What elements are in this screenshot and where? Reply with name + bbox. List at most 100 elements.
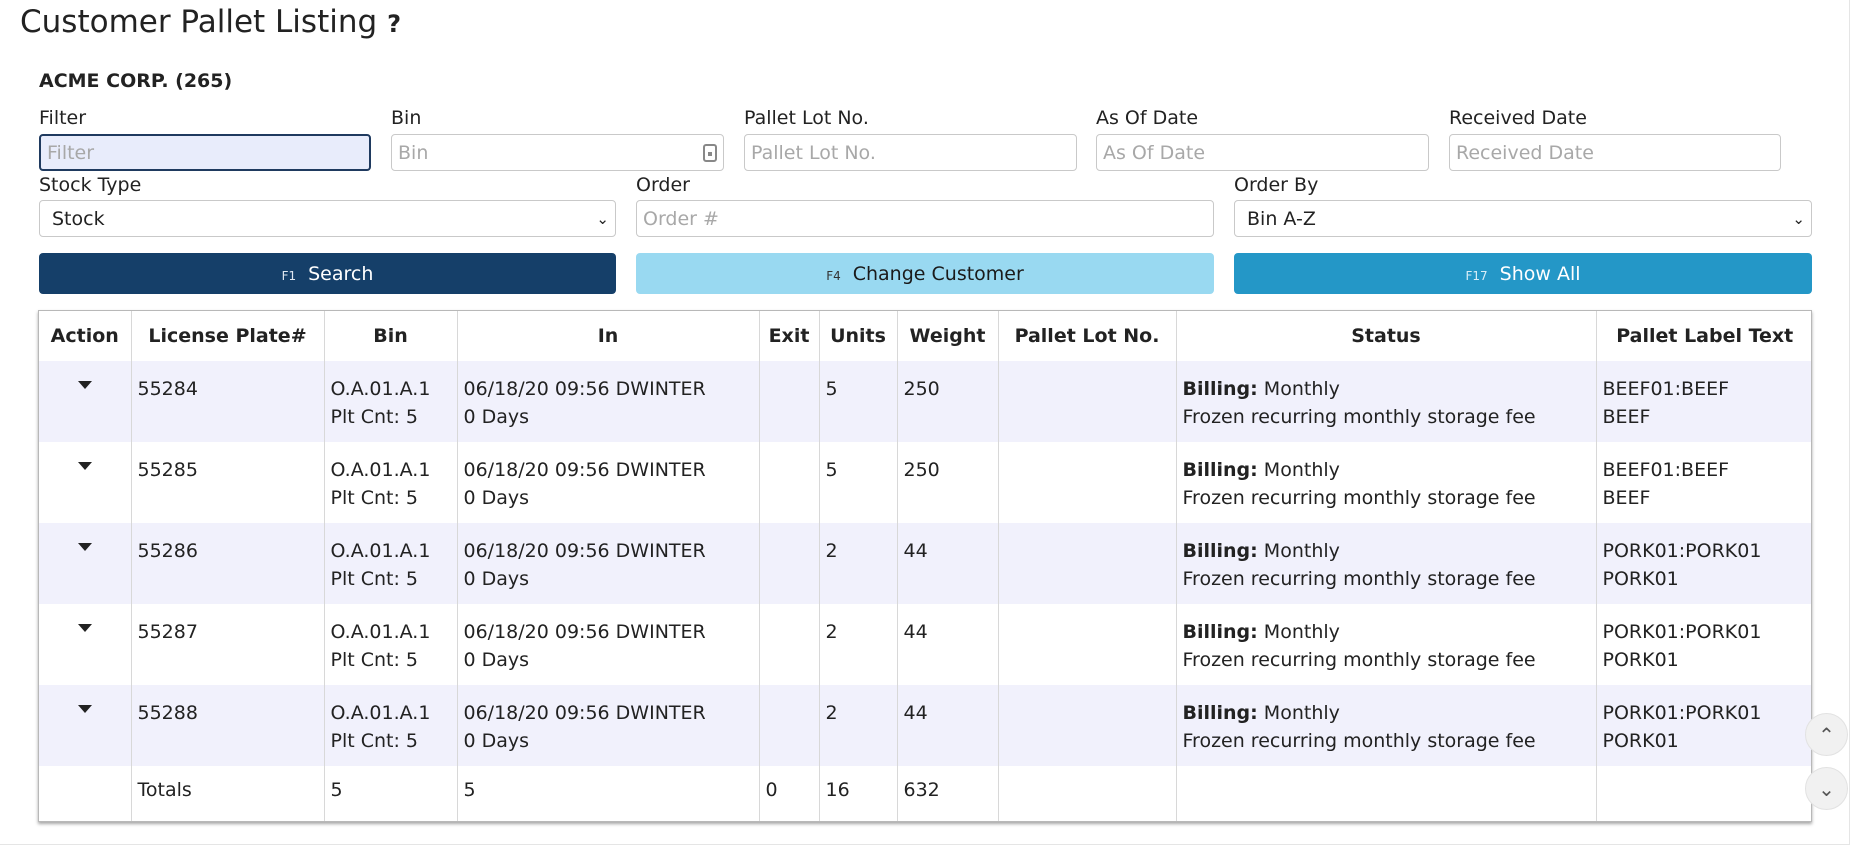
stock-type-select[interactable]: Stock ⌄: [39, 200, 616, 237]
lookup-icon[interactable]: [703, 144, 717, 162]
column-header-units[interactable]: Units: [819, 311, 898, 361]
table-row[interactable]: 55284 O.A.01.A.1 Plt Cnt: 5 06/18/20 09:5…: [39, 361, 1811, 442]
search-button[interactable]: F1 Search: [39, 253, 616, 294]
exit-cell: [759, 685, 820, 766]
column-header-exit[interactable]: Exit: [759, 311, 820, 361]
help-icon[interactable]: ?: [387, 10, 402, 38]
page-title: Customer Pallet Listing: [20, 4, 378, 40]
received-date-input[interactable]: [1449, 134, 1781, 171]
pallet-label-cell: PORK01:PORK01 PORK01: [1596, 604, 1811, 685]
caret-down-icon[interactable]: [77, 381, 92, 389]
units-cell: 2: [819, 685, 898, 766]
change-customer-button-label: Change Customer: [852, 262, 1024, 285]
show-all-key-hint: F17: [1465, 268, 1488, 283]
weight-cell: 44: [897, 685, 999, 766]
days-value: 0 Days: [463, 406, 530, 428]
totals-pallet-label: [1596, 766, 1811, 821]
license-plate-cell: 55285: [131, 442, 325, 523]
column-header-status[interactable]: Status: [1176, 311, 1597, 361]
weight-cell: 44: [897, 604, 999, 685]
weight-cell: 44: [897, 523, 999, 604]
in-cell: 06/18/20 09:56 DWINTER 0 Days: [457, 523, 760, 604]
in-value: 06/18/20 09:56 DWINTER: [463, 540, 706, 562]
bin-cell: O.A.01.A.1 Plt Cnt: 5: [324, 361, 458, 442]
bin-value: O.A.01.A.1: [330, 459, 431, 481]
change-customer-button[interactable]: F4 Change Customer: [636, 253, 1214, 294]
bin-cell: O.A.01.A.1 Plt Cnt: 5: [324, 523, 458, 604]
billing-line: Billing: Monthly: [1183, 618, 1590, 646]
pallet-lot-cell: [998, 685, 1177, 766]
pallet-lot-cell: [998, 523, 1177, 604]
units-cell: 2: [819, 523, 898, 604]
chevron-down-icon: ⌄: [1818, 776, 1835, 801]
filter-label: Filter: [39, 107, 87, 129]
pallet-label-line2: BEEF: [1602, 406, 1651, 428]
billing-line: Billing: Monthly: [1183, 456, 1590, 484]
in-cell: 06/18/20 09:56 DWINTER 0 Days: [457, 685, 760, 766]
scroll-up-button[interactable]: ⌃: [1805, 713, 1848, 756]
status-cell: Billing: Monthly Frozen recurring monthly…: [1176, 442, 1597, 523]
column-header-pallet-label-text[interactable]: Pallet Label Text: [1596, 311, 1811, 361]
caret-down-icon[interactable]: [77, 462, 92, 470]
column-header-bin[interactable]: Bin: [324, 311, 458, 361]
totals-in: 5: [457, 766, 760, 821]
table-row[interactable]: 55286 O.A.01.A.1 Plt Cnt: 5 06/18/20 09:5…: [39, 523, 1811, 604]
pallet-label-line2: PORK01: [1602, 730, 1679, 752]
show-all-button[interactable]: F17 Show All: [1234, 253, 1812, 294]
column-header-weight[interactable]: Weight: [897, 311, 999, 361]
bin-value: O.A.01.A.1: [330, 378, 431, 400]
billing-line: Billing: Monthly: [1183, 375, 1590, 403]
bin-input[interactable]: [391, 134, 724, 171]
action-cell: [39, 361, 132, 442]
column-header-pallet-lot[interactable]: Pallet Lot No.: [998, 311, 1177, 361]
totals-status: [1176, 766, 1597, 821]
pallet-grid: Action License Plate# Bin In Exit Units …: [39, 311, 1811, 821]
table-row[interactable]: 55288 O.A.01.A.1 Plt Cnt: 5 06/18/20 09:5…: [39, 685, 1811, 766]
plt-cnt: Plt Cnt: 5: [330, 568, 419, 590]
action-cell: [39, 685, 132, 766]
search-key-hint: F1: [281, 268, 297, 283]
pallet-lot-cell: [998, 361, 1177, 442]
billing-label: Billing:: [1182, 621, 1258, 643]
pallet-label-line2: PORK01: [1602, 649, 1679, 671]
table-header-row: Action License Plate# Bin In Exit Units …: [39, 311, 1811, 361]
order-by-select[interactable]: Bin A-Z ⌄: [1234, 200, 1812, 237]
billing-label: Billing:: [1182, 378, 1258, 400]
in-cell: 06/18/20 09:56 DWINTER 0 Days: [457, 604, 760, 685]
pallet-lot-input[interactable]: [744, 134, 1077, 171]
status-description: Frozen recurring monthly storage fee: [1182, 649, 1536, 671]
totals-units: 16: [819, 766, 898, 821]
units-cell: 5: [819, 361, 898, 442]
pallet-lot-label: Pallet Lot No.: [744, 107, 869, 129]
filter-input[interactable]: [39, 134, 371, 171]
column-header-action: Action: [39, 311, 132, 361]
in-value: 06/18/20 09:56 DWINTER: [463, 621, 706, 643]
caret-down-icon[interactable]: [77, 705, 92, 713]
order-by-value: Bin A-Z: [1247, 207, 1316, 230]
bin-cell: O.A.01.A.1 Plt Cnt: 5: [324, 604, 458, 685]
column-header-in[interactable]: In: [457, 311, 760, 361]
scroll-down-button[interactable]: ⌄: [1805, 767, 1848, 810]
totals-action-cell: [39, 766, 132, 821]
caret-down-icon[interactable]: [77, 624, 92, 632]
table-row[interactable]: 55287 O.A.01.A.1 Plt Cnt: 5 06/18/20 09:5…: [39, 604, 1811, 685]
order-input[interactable]: [636, 200, 1214, 237]
action-cell: [39, 442, 132, 523]
bin-value: O.A.01.A.1: [330, 621, 431, 643]
status-description: Frozen recurring monthly storage fee: [1182, 487, 1536, 509]
order-label: Order: [636, 174, 690, 196]
units-cell: 5: [819, 442, 898, 523]
chevron-down-icon: ⌄: [596, 210, 609, 228]
caret-down-icon[interactable]: [77, 543, 92, 551]
action-cell: [39, 604, 132, 685]
units-cell: 2: [819, 604, 898, 685]
exit-cell: [759, 604, 820, 685]
as-of-date-input[interactable]: [1096, 134, 1429, 171]
billing-line: Billing: Monthly: [1183, 699, 1590, 727]
exit-cell: [759, 523, 820, 604]
column-header-license-plate[interactable]: License Plate#: [131, 311, 325, 361]
change-customer-key-hint: F4: [826, 268, 841, 283]
table-row[interactable]: 55285 O.A.01.A.1 Plt Cnt: 5 06/18/20 09:5…: [39, 442, 1811, 523]
plt-cnt: Plt Cnt: 5: [330, 406, 419, 428]
pallet-label-line1: PORK01:PORK01: [1602, 540, 1762, 562]
